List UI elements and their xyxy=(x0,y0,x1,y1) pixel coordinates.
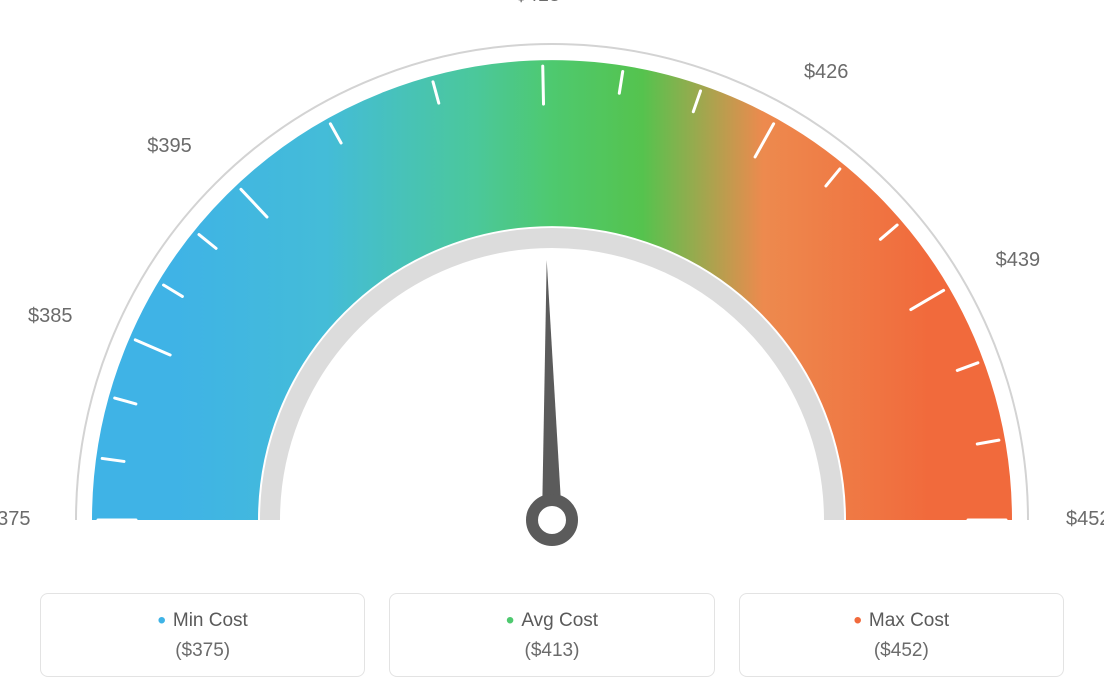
legend-min-value: ($375) xyxy=(41,640,364,662)
legend-card-avg: Avg Cost ($413) xyxy=(389,593,714,677)
legend-card-max: Max Cost ($452) xyxy=(739,593,1064,677)
legend-max-title: Max Cost xyxy=(740,610,1063,632)
gauge-chart: $375$385$395$413$426$439$452 xyxy=(52,0,1052,560)
legend-avg-value: ($413) xyxy=(390,640,713,662)
legend-card-min: Min Cost ($375) xyxy=(40,593,365,677)
gauge-tick-label: $395 xyxy=(147,135,192,158)
gauge-tick-label: $426 xyxy=(804,61,849,84)
gauge-tick-label: $375 xyxy=(0,508,31,531)
gauge-tick-label: $413 xyxy=(516,0,561,7)
legend-avg-title: Avg Cost xyxy=(390,610,713,632)
gauge-tick-label: $452 xyxy=(1066,508,1104,531)
legend-row: Min Cost ($375) Avg Cost ($413) Max Cost… xyxy=(40,593,1064,677)
gauge-tick-label: $385 xyxy=(28,305,73,328)
gauge-tick-label: $439 xyxy=(996,249,1041,272)
gauge-svg xyxy=(52,0,1052,560)
legend-max-value: ($452) xyxy=(740,640,1063,662)
legend-min-title: Min Cost xyxy=(41,610,364,632)
